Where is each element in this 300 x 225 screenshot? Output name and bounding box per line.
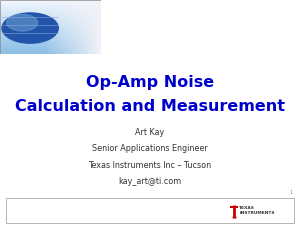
Text: Texas Instruments Inc – Tucson: Texas Instruments Inc – Tucson xyxy=(88,161,212,170)
Text: 1: 1 xyxy=(290,190,292,195)
Text: Senior Applications Engineer: Senior Applications Engineer xyxy=(92,144,208,153)
Text: Op-Amp Noise: Op-Amp Noise xyxy=(86,75,214,90)
Text: TEXAS
INSTRUMENTS: TEXAS INSTRUMENTS xyxy=(239,206,275,215)
Circle shape xyxy=(2,13,58,43)
Text: kay_art@ti.com: kay_art@ti.com xyxy=(118,177,182,186)
Circle shape xyxy=(7,14,38,31)
Text: Calculation and Measurement: Calculation and Measurement xyxy=(15,99,285,114)
FancyBboxPatch shape xyxy=(6,198,294,223)
Text: Art Kay: Art Kay xyxy=(135,128,165,137)
